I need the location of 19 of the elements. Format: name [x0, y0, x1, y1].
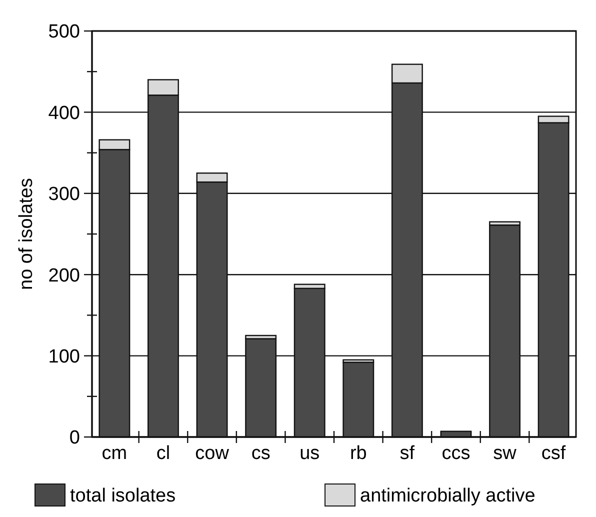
- y-tick-label: 400: [48, 102, 80, 124]
- y-tick-label: 100: [48, 346, 80, 368]
- x-tick-label: cl: [156, 443, 170, 464]
- x-tick-label: cm: [102, 443, 128, 464]
- y-tick-label: 0: [69, 428, 80, 449]
- x-tick-label: ccs: [442, 443, 470, 464]
- y-tick-label: 200: [48, 265, 80, 286]
- x-tick-label: rb: [350, 443, 367, 464]
- y-tick-label: 300: [48, 184, 80, 206]
- x-tick-label: sf: [400, 443, 416, 464]
- y-axis-title: no of isolates: [16, 178, 37, 290]
- x-tick-label: cow: [195, 443, 230, 464]
- legend-label: total isolates: [70, 486, 176, 507]
- y-tick-label: 500: [48, 22, 80, 43]
- x-tick-label: sw: [493, 443, 517, 464]
- x-tick-label: csf: [541, 443, 566, 464]
- x-tick-label: cs: [251, 443, 270, 464]
- legend-label: antimicrobially active: [360, 486, 536, 507]
- x-tick-label: us: [300, 443, 320, 464]
